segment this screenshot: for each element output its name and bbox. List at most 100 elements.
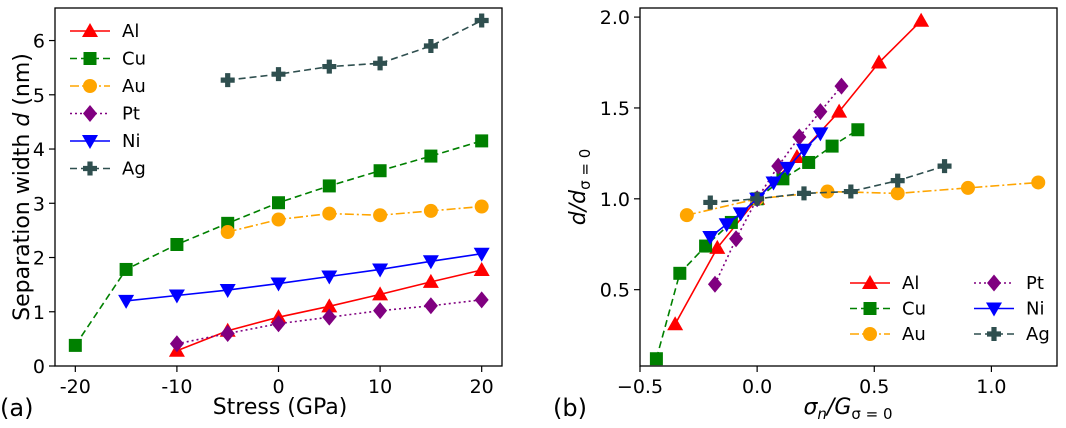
- panel-b-point-ag: [796, 186, 811, 201]
- panel-b-point-cu: [699, 239, 713, 253]
- panel-b-point-pt: [771, 157, 786, 175]
- panel-b-point-ag: [750, 191, 765, 206]
- panel-b-legend-marker: [863, 302, 877, 315]
- panel-b-point-ag: [937, 159, 952, 174]
- panel-a-series-ag: [220, 13, 489, 88]
- panel-b-point-ni: [779, 161, 796, 176]
- panel-a-point-ni: [321, 270, 338, 285]
- panel-a-point-ag: [423, 38, 438, 53]
- panel-b-series-ag: [703, 159, 952, 210]
- panel-a-point-pt: [322, 308, 337, 326]
- panel-b-legend-item-ni: Ni: [974, 299, 1044, 320]
- panel-a-point-cu: [322, 179, 336, 193]
- panel-b-x-tick-label: 0.0: [742, 376, 772, 398]
- panel-b-point-al: [831, 103, 848, 118]
- panel-a-point-cu: [119, 262, 133, 276]
- panel-a-point-au: [322, 206, 337, 221]
- panel-a-legend-item-ni: Ni: [70, 131, 140, 152]
- panel-a-legend-item-pt: Pt: [70, 104, 140, 125]
- panel-a-x-tick-label: -10: [161, 376, 192, 398]
- panel-a-y-tick-label: 0: [33, 356, 45, 378]
- panel-a-y-tick-label: 4: [33, 139, 45, 161]
- panel-a-point-au: [220, 225, 235, 240]
- panel-b-point-ni: [765, 176, 782, 191]
- panel-b-point-al: [913, 12, 930, 27]
- panel-b-point-pt: [792, 128, 807, 146]
- panel-a-series-pt: [169, 291, 489, 353]
- panel-b-series-pt: [707, 77, 849, 293]
- panel-a-line-au: [227, 205, 482, 233]
- panel-a: -20 -10 0 10 20 0 1 2 3 4 5 6 Al Cu Au Pt Ni Ag Stress (…: [0, 7, 503, 422]
- panel-b-legend-label: Al: [902, 273, 919, 294]
- panel-a-point-ni: [118, 294, 135, 309]
- panel-b-point-ni: [812, 127, 829, 142]
- panel-b-axes-frame: [639, 7, 1058, 367]
- panel-a-point-ag: [220, 73, 235, 88]
- panel-b-point-au: [820, 184, 835, 199]
- panel-a-label: (a): [0, 394, 33, 422]
- panel-b-y-tick-label: 1.0: [600, 189, 630, 211]
- panel-b-point-cu: [851, 123, 865, 137]
- panel-b-point-al: [709, 239, 726, 254]
- panel-a-legend-label: Al: [122, 21, 139, 42]
- panel-a-line-ag: [227, 19, 483, 81]
- panel-a-point-al: [473, 261, 490, 276]
- panel-a-point-ni: [219, 284, 236, 299]
- panel-a-point-cu: [170, 237, 184, 251]
- panel-b-y-axis-label: d/dσ = 0: [566, 149, 594, 226]
- panel-b-legend-label: Ag: [1026, 324, 1050, 345]
- panel-a-point-ni: [270, 277, 287, 292]
- panel-a-x-tick-label: -20: [60, 376, 91, 398]
- panel-a-point-au: [474, 199, 489, 214]
- panel-b-point-au: [960, 180, 975, 195]
- panel-a-y-tick-label: 3: [33, 193, 45, 215]
- panel-a-point-pt: [474, 291, 489, 309]
- panel-b-point-ag: [843, 184, 858, 199]
- panel-a-point-ag: [322, 59, 337, 74]
- panel-a-point-cu: [424, 149, 438, 163]
- panel-b-legend-label: Au: [902, 324, 926, 345]
- panel-a-legend-item-cu: Cu: [70, 49, 146, 70]
- panel-b-legend-item-ag: Ag: [974, 324, 1050, 345]
- panel-b-legend-item-pt: Pt: [974, 273, 1044, 294]
- panel-a-legend-item-al: Al: [70, 21, 139, 42]
- panel-a-legend-label: Ag: [122, 159, 146, 180]
- panel-a-point-al: [321, 298, 338, 313]
- panel-b-legend-marker: [863, 327, 877, 341]
- panel-b-y-tick-label: 2.0: [600, 7, 630, 29]
- panel-b-x-tick-label: −0.5: [617, 376, 663, 398]
- panel-b: −0.5 0.0 0.5 1.0 0.5 1.0 1.5 2.0 Al Cu Au Pt Ni Ag σ…: [553, 7, 1058, 423]
- panel-b-point-cu: [649, 352, 663, 366]
- panel-b-point-ni: [795, 143, 812, 158]
- panel-b-point-ni: [718, 218, 735, 233]
- panel-a-point-pt: [373, 302, 388, 320]
- panel-b-point-au: [679, 208, 694, 223]
- panel-a-legend-marker: [83, 161, 97, 176]
- panel-b-legend-item-au: Au: [850, 324, 926, 345]
- panel-b-point-au: [1031, 175, 1046, 190]
- panel-a-point-al: [372, 286, 389, 301]
- panel-b-legend-item-al: Al: [850, 273, 919, 294]
- panel-b-series-au: [679, 175, 1046, 223]
- panel-a-point-pt: [271, 315, 286, 333]
- panel-a-point-pt: [423, 297, 438, 315]
- panel-b-line-cu: [655, 129, 859, 359]
- panel-a-legend-item-au: Au: [70, 76, 146, 97]
- panel-a-y-tick-label: 1: [33, 302, 45, 324]
- panel-b-point-ni: [702, 230, 719, 245]
- panel-a-legend-label: Pt: [122, 104, 140, 125]
- panel-a-y-tick-label: 2: [33, 248, 45, 270]
- panel-b-y-tick-label: 1.5: [600, 98, 630, 120]
- panel-b-label: (b): [553, 394, 587, 422]
- panel-a-series-ni: [118, 247, 490, 309]
- panel-a-point-ni: [422, 255, 439, 270]
- panel-a-legend-marker: [83, 105, 97, 122]
- panel-a-series-au: [220, 199, 489, 240]
- panel-a-legend-marker: [82, 135, 98, 149]
- panel-a-point-cu: [272, 196, 285, 210]
- panel-a-x-tick-label: 0: [272, 376, 284, 398]
- panel-b-point-ag: [703, 195, 718, 210]
- panel-b-legend-marker: [987, 327, 1001, 341]
- panel-b-x-tick-label: 0.5: [859, 376, 889, 398]
- panel-a-point-cu: [475, 134, 489, 148]
